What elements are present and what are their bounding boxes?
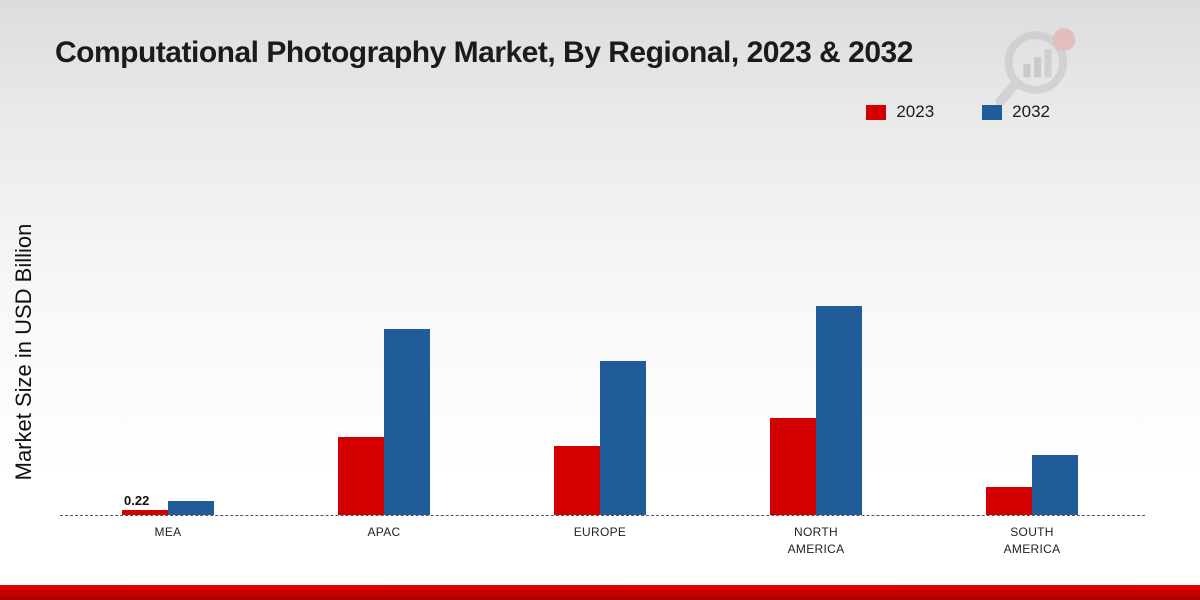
category-label: MEA (154, 525, 182, 539)
legend: 2023 2032 (866, 102, 1050, 122)
chart-title: Computational Photography Market, By Reg… (55, 36, 913, 69)
legend-swatch-2032 (982, 104, 1003, 120)
category-label: EUROPE (573, 525, 627, 539)
category-slot: SOUTH AMERICA (924, 524, 1140, 558)
category-label: NORTH AMERICA (787, 525, 845, 556)
category-slot: APAC (276, 524, 492, 558)
legend-item-2032: 2032 (982, 102, 1050, 122)
bar-2032-europe (600, 361, 646, 515)
legend-label-2032: 2032 (1012, 102, 1050, 121)
category-slot: NORTH AMERICA (708, 524, 924, 558)
bar-2032-north-america (816, 306, 862, 515)
bar-2023-europe (554, 446, 600, 515)
bar-2023-south-america (986, 487, 1032, 515)
bar-2023-north-america (770, 418, 816, 515)
zero-baseline (60, 515, 1145, 516)
bar-group-apac (338, 329, 430, 515)
y-axis-label: Market Size in USD Billion (11, 223, 36, 481)
magnifier-chart-icon (995, 28, 1076, 107)
bar-groups: 0.22 (60, 285, 1140, 515)
bar-group-south-america (986, 455, 1078, 515)
category-labels: MEA APAC EUROPE NORTH AMERICA SOUTH AMERICA (60, 524, 1140, 558)
bar-group-north-america (770, 306, 862, 515)
category-label: APAC (367, 525, 401, 539)
category-label: SOUTH AMERICA (1003, 525, 1061, 556)
category-slot: MEA (60, 524, 276, 558)
legend-swatch-2023 (866, 104, 887, 120)
bar-2023-apac (338, 437, 384, 515)
bar-value-label: 0.22 (124, 493, 150, 508)
bar-group-europe (554, 361, 646, 515)
legend-item-2023: 2023 (866, 102, 934, 122)
bar-group-mea: 0.22 (122, 493, 214, 515)
category-slot: EUROPE (492, 524, 708, 558)
bar-2032-apac (384, 329, 430, 515)
bar-2032-south-america (1032, 455, 1078, 515)
bar-2032-mea (168, 501, 214, 515)
footer-strip (0, 585, 1200, 600)
legend-label-2023: 2023 (896, 102, 935, 121)
bar-2023-mea: 0.22 (122, 493, 168, 515)
brand-logo (990, 22, 1078, 115)
